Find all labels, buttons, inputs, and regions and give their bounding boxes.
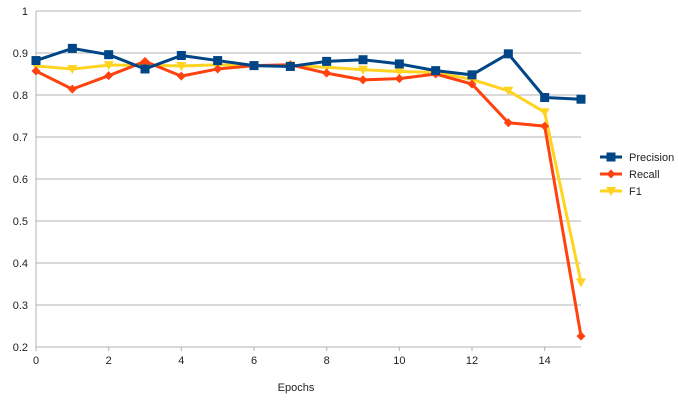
x-tick-label: 0 bbox=[33, 355, 39, 367]
x-tick-label: 14 bbox=[539, 355, 551, 367]
data-point-recall bbox=[322, 68, 332, 78]
data-point-f1 bbox=[176, 62, 187, 72]
series-precision bbox=[31, 43, 586, 104]
data-point-recall bbox=[176, 71, 186, 81]
data-point-recall bbox=[540, 121, 550, 131]
data-point-f1 bbox=[103, 61, 114, 71]
data-point-precision bbox=[467, 70, 477, 80]
series-line-precision bbox=[35, 46, 582, 101]
data-point-recall bbox=[467, 79, 477, 89]
data-point-recall bbox=[104, 71, 114, 81]
data-point-f1 bbox=[503, 86, 514, 96]
y-tick-label: 0.8 bbox=[13, 90, 28, 102]
data-point-recall bbox=[213, 64, 223, 74]
y-tick-label: 0.3 bbox=[13, 300, 28, 312]
data-point-precision bbox=[249, 61, 259, 71]
series-line-recall bbox=[35, 59, 583, 337]
data-point-f1 bbox=[539, 108, 550, 118]
data-point-precision bbox=[358, 55, 368, 65]
data-point-precision bbox=[285, 61, 295, 71]
x-tick-label: 2 bbox=[106, 355, 112, 367]
y-tick-label: 0.5 bbox=[13, 216, 28, 228]
data-point-precision bbox=[31, 56, 41, 66]
series-line-f1 bbox=[35, 63, 583, 283]
grid-lines bbox=[36, 10, 581, 348]
legend-item-precision: Precision bbox=[600, 152, 674, 164]
y-tick-label: 0.2 bbox=[13, 342, 28, 354]
x-tick-label: 6 bbox=[251, 355, 257, 367]
data-point-recall bbox=[503, 118, 513, 128]
x-tick-label: 4 bbox=[178, 355, 184, 367]
data-point-precision bbox=[67, 43, 77, 53]
data-point-precision bbox=[576, 94, 586, 104]
data-point-precision bbox=[140, 64, 150, 74]
legend-marker-f1 bbox=[606, 187, 616, 196]
data-point-f1 bbox=[394, 67, 405, 77]
data-point-f1 bbox=[358, 65, 368, 75]
x-axis-tick-labels: 0 2 4 6 8 10 12 14 bbox=[33, 355, 551, 367]
data-point-recall bbox=[576, 331, 586, 341]
data-point-f1 bbox=[67, 64, 78, 74]
x-axis-title: Epochs bbox=[278, 382, 315, 394]
data-point-recall bbox=[394, 74, 404, 84]
legend-item-recall: Recall bbox=[600, 169, 660, 181]
legend-label-recall: Recall bbox=[629, 169, 660, 181]
data-point-precision bbox=[503, 49, 513, 59]
data-point-precision bbox=[213, 56, 223, 66]
series-recall bbox=[31, 56, 586, 341]
legend-marker-recall bbox=[606, 169, 616, 179]
y-tick-label: 0.7 bbox=[13, 132, 28, 144]
series-lines bbox=[31, 43, 586, 341]
data-point-recall bbox=[67, 84, 77, 94]
legend-label-precision: Precision bbox=[629, 152, 674, 164]
data-point-precision bbox=[176, 51, 186, 61]
y-tick-label: 1 bbox=[22, 6, 28, 18]
y-tick-label: 0.9 bbox=[13, 48, 28, 60]
data-point-precision bbox=[394, 59, 404, 69]
data-point-precision bbox=[540, 93, 550, 103]
data-point-recall bbox=[140, 56, 150, 66]
data-point-precision bbox=[104, 50, 114, 60]
legend-marker-precision bbox=[606, 152, 616, 162]
data-point-recall bbox=[358, 75, 368, 85]
legend-item-f1: F1 bbox=[600, 186, 642, 198]
x-tick-label: 10 bbox=[393, 355, 405, 367]
data-point-f1 bbox=[576, 278, 586, 288]
x-tick-label: 8 bbox=[324, 355, 330, 367]
legend: Precision Recall F1 bbox=[600, 152, 674, 198]
y-tick-label: 0.4 bbox=[13, 258, 28, 270]
y-tick-label: 0.6 bbox=[13, 174, 28, 186]
x-tick-label: 12 bbox=[466, 355, 478, 367]
data-point-precision bbox=[322, 56, 332, 66]
data-point-precision bbox=[431, 66, 441, 76]
legend-label-f1: F1 bbox=[629, 186, 642, 198]
data-point-recall bbox=[31, 66, 41, 76]
axes bbox=[35, 11, 581, 351]
y-axis-tick-labels: 0.2 0.3 0.4 0.5 0.6 0.7 0.8 0.9 1 bbox=[13, 6, 28, 354]
